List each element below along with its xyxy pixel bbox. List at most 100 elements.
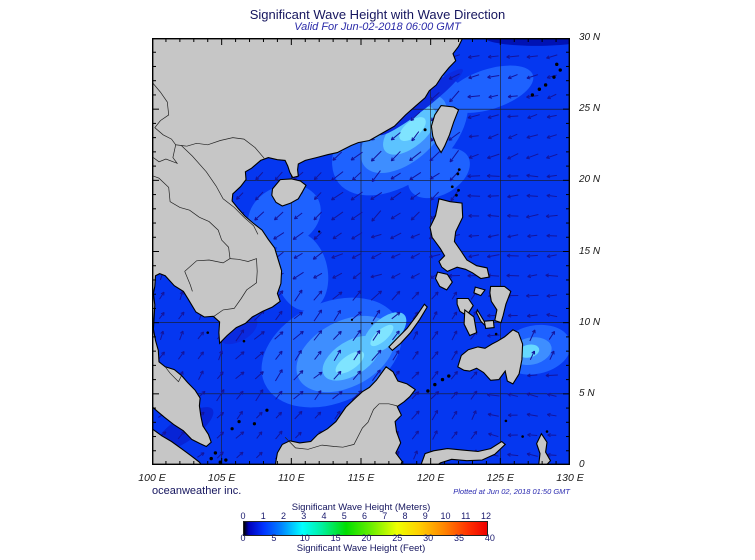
cb-meters-tick-3: 3	[301, 511, 307, 521]
island-sulu-archipelago	[426, 389, 430, 393]
lon-label-110: 110 E	[277, 472, 305, 484]
border-china-laos-myanmar	[153, 144, 187, 165]
island-coastal-islets	[242, 339, 246, 343]
border-thailand-cambodia-w	[184, 271, 193, 292]
island-ryukyu-islands	[558, 68, 562, 72]
colorbar-title-meters: Significant Wave Height (Meters)	[291, 502, 431, 513]
island-coastal-islets	[206, 331, 210, 334]
lat-label-10: 10 N	[579, 316, 601, 328]
cb-meters-tick-1: 1	[260, 511, 266, 521]
country-borders	[152, 81, 398, 450]
island-coastal-islets	[521, 435, 524, 438]
cb-meters-tick-7: 7	[382, 511, 388, 521]
lat-label-25: 25 N	[579, 103, 601, 115]
island-batanes-babuyan	[455, 193, 458, 197]
land-hainan	[271, 178, 307, 207]
lon-label-120: 120 E	[416, 472, 445, 484]
island-batanes-babuyan	[456, 172, 460, 176]
lat-label-20: 20 N	[579, 174, 601, 186]
map-area	[152, 38, 570, 465]
cb-feet-tick-20: 20	[361, 533, 372, 543]
lat-label-30: 30 N	[579, 32, 601, 43]
small-islands	[206, 62, 562, 464]
island-riau-islands	[213, 451, 218, 455]
island-paracel-spratly	[318, 230, 321, 233]
island-ryukyu-islands	[530, 93, 535, 97]
cb-meters-tick-2: 2	[280, 511, 287, 521]
cb-meters-tick-9: 9	[422, 511, 428, 521]
border-china-vietnam	[186, 137, 265, 159]
lon-label-100: 100 E	[138, 472, 166, 484]
cb-meters-tick-0: 0	[240, 511, 246, 521]
border-malaysia-thailand	[164, 366, 182, 383]
cb-meters-tick-10: 10	[440, 511, 451, 521]
cb-meters-tick-8: 8	[402, 511, 408, 521]
island-natuna-anambas	[265, 408, 269, 412]
lat-label-5: 5 N	[579, 387, 595, 399]
cb-feet-tick-5: 5	[271, 533, 277, 543]
colorbar-ticks-feet: 0 5 10 15 20 25 30 35 40	[240, 533, 494, 543]
land-samar-leyte	[489, 285, 512, 324]
lon-label-130: 130 E	[556, 472, 584, 484]
island-coastal-islets	[504, 419, 508, 423]
land-halmahera	[536, 432, 552, 465]
colorbar-ticks-meters: 0 1 2 3 4 5 6 7 8 9 10 11 12	[240, 511, 492, 521]
land-borneo	[274, 366, 417, 465]
island-coastal-islets	[494, 332, 498, 336]
land-masbate	[473, 286, 486, 297]
cb-meters-tick-11: 11	[461, 511, 471, 521]
island-riau-islands	[224, 458, 228, 462]
patch-tonkin-se	[248, 184, 321, 248]
cb-feet-tick-40: 40	[484, 533, 495, 543]
cb-meters-tick-5: 5	[341, 511, 347, 521]
land-sulawesi	[420, 440, 507, 465]
land-mindoro	[434, 271, 453, 291]
island-penghu	[423, 128, 427, 132]
land-taiwan	[430, 105, 460, 154]
island-natuna-anambas	[252, 422, 257, 426]
plotted-timestamp: Plotted at Jun 02, 2018 01:50 GMT	[453, 487, 570, 496]
island-riau-islands	[209, 456, 213, 461]
cb-meters-tick-6: 6	[361, 511, 368, 521]
island-paracel-spratly	[350, 318, 354, 321]
island-sulu-archipelago	[433, 382, 437, 387]
island-coastal-islets	[545, 430, 549, 433]
island-riau-islands	[218, 460, 222, 464]
cb-meters-tick-12: 12	[480, 511, 492, 521]
colorbar-title-feet: Significant Wave Height (Feet)	[296, 543, 426, 554]
border-laos-thailand	[153, 175, 231, 259]
island-sulu-archipelago	[447, 374, 451, 378]
island-ryukyu-islands	[537, 87, 542, 91]
lat-label-0: 0	[579, 459, 585, 470]
island-natuna-anambas	[237, 419, 241, 424]
lat-label-15: 15 N	[579, 245, 601, 257]
land-mainland-asia	[152, 38, 464, 448]
lon-label-105: 105 E	[207, 472, 236, 484]
patch-palawan-west-peak	[370, 324, 394, 347]
border-cambodia-vietnam	[213, 258, 258, 317]
cb-feet-tick-15: 15	[330, 533, 341, 543]
island-ryukyu-islands	[543, 83, 548, 87]
land-sumatra	[152, 428, 203, 465]
land-masses	[152, 38, 552, 465]
border-china-myanmar	[152, 81, 176, 146]
island-natuna-anambas	[230, 427, 234, 431]
land-cebu	[476, 308, 487, 328]
land-negros	[463, 308, 478, 337]
land-bohol	[483, 319, 495, 329]
page-title: Significant Wave Height with Wave Direct…	[249, 7, 506, 22]
patch-south-scs-peak	[335, 351, 365, 374]
island-batanes-babuyan	[457, 168, 461, 172]
patch-taiwan-strait-peak	[399, 117, 426, 142]
island-paracel-spratly	[371, 322, 374, 325]
land-luzon	[429, 198, 490, 280]
map-frame	[152, 38, 570, 465]
island-ryukyu-islands	[552, 75, 556, 79]
patch-mindanao-east-peak	[518, 344, 540, 358]
land-mindanao	[457, 329, 524, 385]
cb-meters-tick-4: 4	[321, 511, 327, 521]
island-sulu-archipelago	[440, 377, 445, 382]
lon-label-115: 115 E	[347, 472, 375, 484]
border-vietnam-laos	[181, 145, 259, 235]
